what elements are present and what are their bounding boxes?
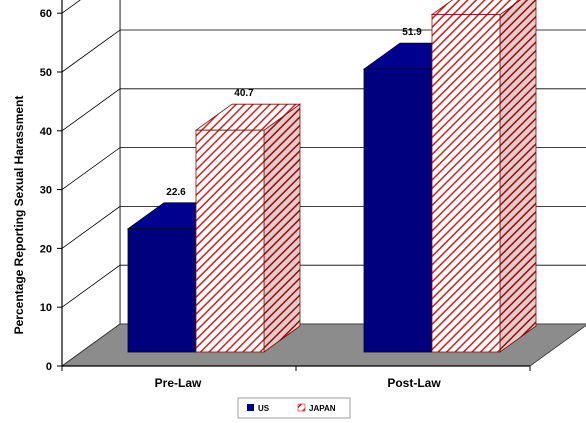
y-tick-label: 10: [40, 302, 52, 314]
legend-swatch-japan: [297, 403, 306, 412]
data-label: 22.6: [166, 187, 186, 198]
y-tick-label: 60: [40, 8, 52, 20]
y-tick-label: 40: [40, 126, 52, 138]
x-tick-label: Pre-Law: [155, 376, 202, 390]
bar-japan-post-law: 61.9: [430, 0, 537, 353]
y-tick-label: 0: [46, 361, 52, 373]
y-axis: 010203040506070: [40, 0, 63, 373]
bar-side: [499, 0, 537, 353]
bar-front: [127, 228, 197, 353]
x-axis: Pre-Law Post-Law: [61, 365, 531, 390]
bars: 22.6 40.7 51.9 61.9: [126, 0, 537, 353]
y-axis-label: Percentage Reporting Sexual Harassment: [12, 96, 26, 335]
bar-japan-pre-law: 40.7: [194, 88, 302, 353]
y-tick-label: 50: [40, 67, 52, 79]
bar-front: [363, 68, 433, 353]
bar-front: [431, 14, 501, 353]
legend: US JAPAN: [237, 397, 351, 419]
bar-side: [263, 103, 301, 353]
bar-front: [195, 129, 265, 353]
legend-label-japan: JAPAN: [309, 404, 336, 413]
y-tick-label: 20: [40, 243, 52, 255]
data-label: 51.9: [402, 27, 422, 38]
y-tick-label: 30: [40, 185, 52, 197]
data-label: 40.7: [234, 88, 254, 99]
legend-swatch-us: [247, 404, 254, 411]
legend-label-us: US: [258, 404, 270, 413]
legend-box: [237, 397, 351, 419]
x-tick-label: Post-Law: [387, 376, 441, 390]
